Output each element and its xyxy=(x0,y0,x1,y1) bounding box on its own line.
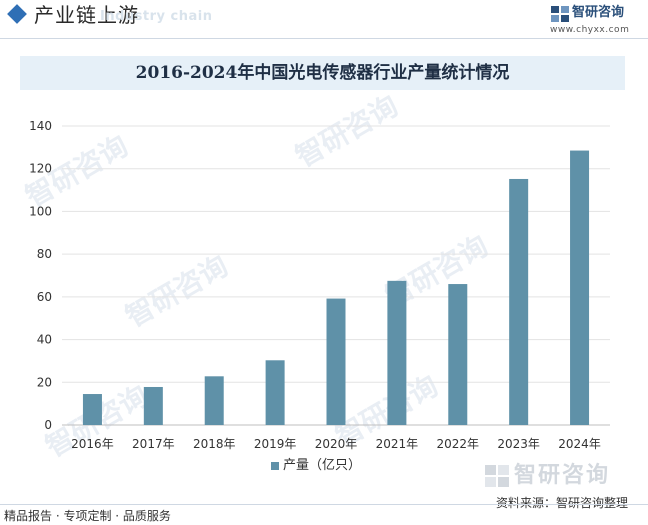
brand-logo: 智研咨询 www.chyxx.com xyxy=(550,4,640,36)
y-tick-label: 20 xyxy=(37,375,52,389)
y-tick-label: 60 xyxy=(37,290,52,304)
bar-chart: 0 20 40 60 80 100 120 140 2016年 2017年 2018年 2019年 20… xyxy=(29,119,610,451)
x-tick-label: 2017年 xyxy=(132,437,175,451)
legend-label: 产量（亿只） xyxy=(283,458,362,473)
y-tick-label: 140 xyxy=(29,119,52,133)
brand-name: 智研咨询 xyxy=(572,5,625,20)
chart-title-bar: 2016-2024年中国光电传感器行业产量统计情况 xyxy=(20,56,625,90)
bar xyxy=(509,178,529,425)
x-tick-label: 2022年 xyxy=(437,437,480,451)
x-tick-label: 2020年 xyxy=(315,437,358,451)
y-tick-label: 40 xyxy=(37,333,52,347)
bar xyxy=(82,394,102,425)
y-tick-label: 100 xyxy=(29,204,52,218)
footer-tagline: 精品报告 · 专项定制 · 品质服务 xyxy=(4,509,171,523)
x-tick-label: 2024年 xyxy=(558,437,601,451)
bar xyxy=(204,376,224,425)
footer-bar: 精品报告 · 专项定制 · 品质服务 xyxy=(0,504,648,525)
y-tick-label: 120 xyxy=(29,162,52,176)
y-tick-label: 0 xyxy=(44,418,52,432)
header-divider xyxy=(0,38,648,39)
page-header: 产业链上游 Industry chain 智研咨询 www.chyxx.com xyxy=(0,0,648,39)
chart-title: 2016-2024年中国光电传感器行业产量统计情况 xyxy=(135,63,510,83)
section-subtitle: Industry chain xyxy=(100,9,213,24)
header-diamond-icon xyxy=(7,4,27,24)
footer-divider xyxy=(0,504,648,505)
bar xyxy=(448,284,468,425)
data-source: 资料来源：智研咨询整理 xyxy=(496,496,629,510)
footer-brand-logo: 智研咨询 xyxy=(484,462,634,492)
bar xyxy=(143,386,163,425)
brand-url: www.chyxx.com xyxy=(550,25,630,35)
bar xyxy=(326,298,346,425)
section-title: 产业链上游 xyxy=(34,3,139,27)
bar xyxy=(570,150,590,425)
x-tick-label: 2018年 xyxy=(193,437,236,451)
x-tick-label: 2021年 xyxy=(376,437,419,451)
x-tick-label: 2023年 xyxy=(497,437,540,451)
footer-brand-name: 智研咨询 xyxy=(514,463,611,488)
bar xyxy=(265,360,285,425)
legend-swatch xyxy=(271,462,279,470)
bar xyxy=(387,280,407,425)
brand-logo-icon xyxy=(551,6,569,22)
x-tick-label: 2016年 xyxy=(71,437,114,451)
y-tick-label: 80 xyxy=(37,247,52,261)
footer-logo-icon xyxy=(485,465,509,487)
x-tick-label: 2019年 xyxy=(254,437,297,451)
